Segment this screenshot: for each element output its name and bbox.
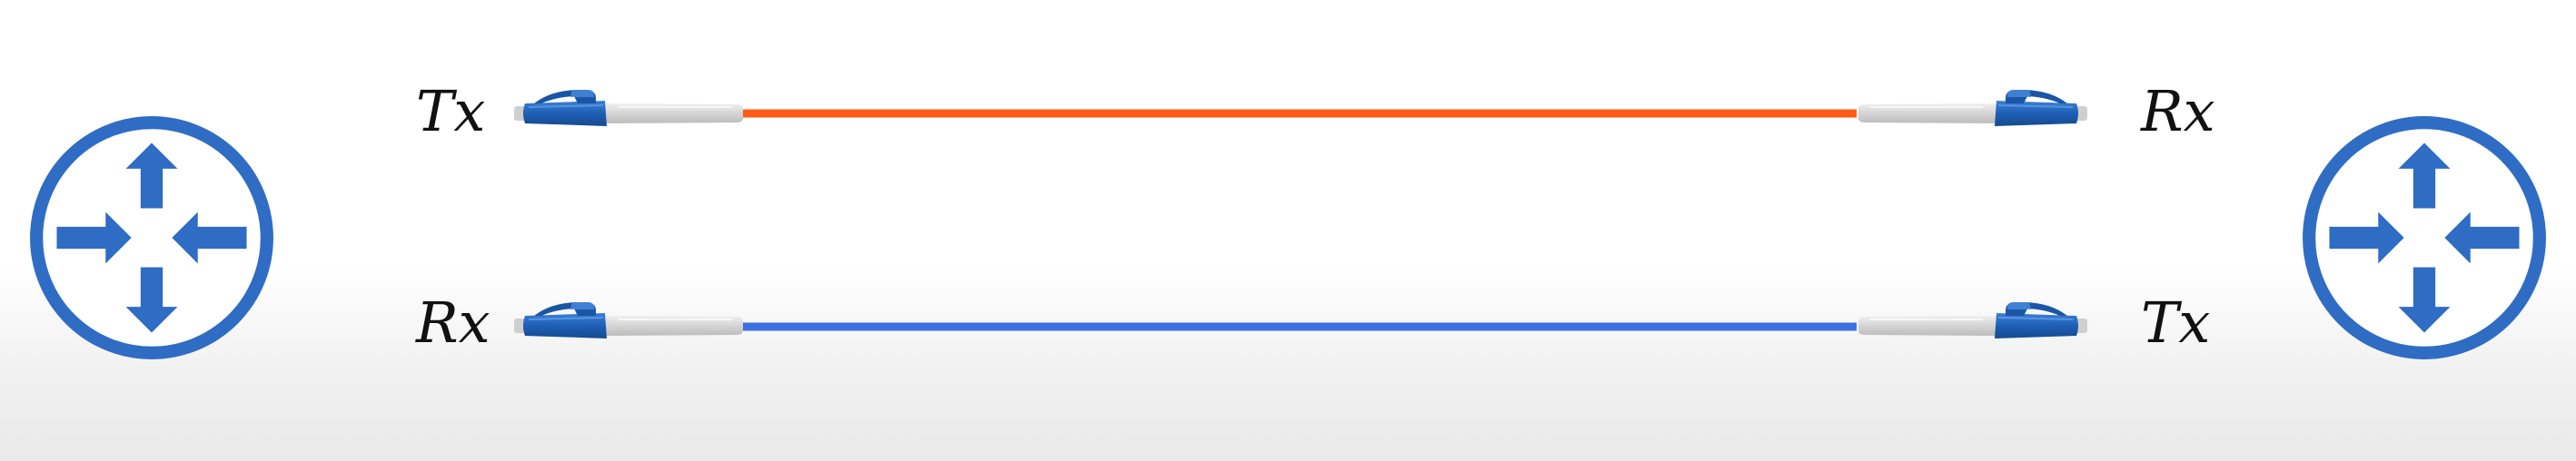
- port-label-tx-left: Tx: [416, 78, 485, 144]
- router-icon: [36, 123, 267, 353]
- lc-connector-right-bottom: [1858, 301, 2087, 339]
- port-label-rx-left: Rx: [415, 289, 490, 356]
- lc-connector-right-top: [1858, 89, 2087, 127]
- lc-connector-left-top: [514, 89, 744, 127]
- fiber-link-bottom: Rx Tx: [415, 289, 2210, 356]
- port-label-tx-right: Tx: [2141, 289, 2210, 356]
- port-label-rx-right: Rx: [2140, 78, 2215, 144]
- router-icon: [2309, 123, 2540, 353]
- right-router: [2309, 123, 2540, 353]
- lc-connector-left-bottom: [514, 301, 744, 339]
- left-router: [36, 123, 267, 353]
- fiber-link-top: Tx Rx: [416, 78, 2215, 144]
